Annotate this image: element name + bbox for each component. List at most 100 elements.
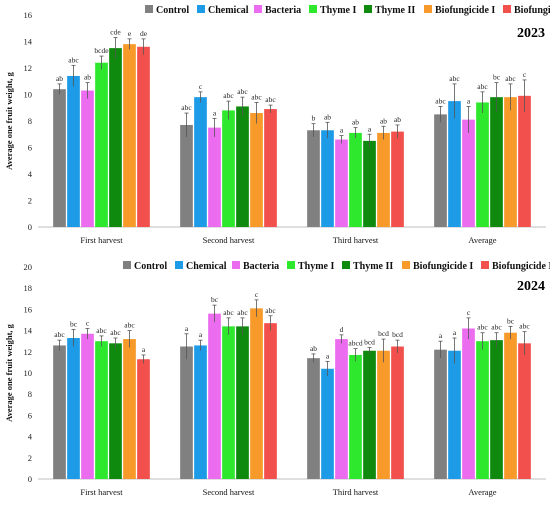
y-tick-label: 6 (28, 410, 32, 420)
legend-swatch (503, 5, 511, 13)
significance-label: abc (435, 96, 446, 105)
y-tick-label: 10 (24, 90, 33, 100)
significance-label: abc (96, 326, 107, 335)
significance-label: a (185, 324, 189, 333)
x-category-label: Average (468, 487, 496, 497)
legend-swatch (402, 261, 410, 269)
y-tick-label: 12 (24, 347, 33, 357)
significance-label: a (142, 345, 146, 354)
bar (236, 106, 249, 227)
significance-label: bc (70, 320, 78, 329)
bar (180, 346, 193, 479)
bar (307, 130, 320, 227)
bar (194, 345, 207, 479)
bar (222, 326, 235, 479)
bar (208, 313, 221, 479)
x-category-label: Second harvest (203, 235, 255, 245)
legend-label: Thyme II (375, 5, 415, 16)
bar (462, 119, 475, 227)
bar (335, 339, 348, 479)
x-category-label: Third harvest (333, 235, 379, 245)
legend-swatch (197, 5, 205, 13)
bar (67, 75, 80, 227)
significance-label: abc (124, 321, 135, 330)
bar (95, 341, 108, 479)
significance-label: ab (394, 115, 401, 124)
bar (504, 332, 517, 479)
legend-swatch (254, 5, 262, 13)
significance-label: a (340, 126, 344, 135)
y-tick-label: 2 (28, 196, 32, 206)
bar (434, 349, 447, 479)
x-category-label: Average (468, 235, 496, 245)
bar (391, 131, 404, 227)
significance-label: bcd (364, 338, 375, 347)
bar (448, 350, 461, 479)
bar (264, 323, 277, 479)
significance-label: abc (181, 103, 192, 112)
significance-label: abc (265, 306, 276, 315)
y-tick-label: 14 (24, 37, 33, 47)
significance-label: a (326, 351, 330, 360)
significance-label: abc (237, 87, 248, 96)
legend-label: Thyme I (298, 261, 335, 272)
legend-label: Thyme II (353, 261, 393, 272)
y-tick-label: 14 (24, 326, 33, 336)
significance-label: a (453, 328, 457, 337)
bar (194, 97, 207, 228)
bar (476, 102, 489, 227)
y-tick-label: 2 (28, 453, 32, 463)
significance-label: bc (507, 316, 515, 325)
bar (335, 139, 348, 227)
bar (349, 354, 362, 479)
bar (250, 113, 263, 227)
significance-label: abc (477, 82, 488, 91)
legend-swatch (232, 261, 240, 269)
significance-label: abc (477, 323, 488, 332)
y-tick-label: 10 (24, 368, 33, 378)
bar (67, 338, 80, 479)
significance-label: bcd (378, 329, 389, 338)
significance-label: e (128, 29, 132, 38)
significance-label: bcde (94, 46, 109, 55)
y-axis-label: Average one fruit weight, g (4, 71, 14, 170)
bar (307, 358, 320, 479)
significance-label: ab (56, 74, 63, 83)
bar (123, 44, 136, 228)
significance-label: ab (84, 73, 91, 82)
legend-swatch (175, 261, 183, 269)
legend-swatch (123, 261, 131, 269)
bar (321, 130, 334, 227)
legend-label: Bacteria (243, 261, 279, 272)
x-category-label: Third harvest (333, 487, 379, 497)
significance-label: d (340, 325, 344, 334)
y-tick-label: 4 (28, 169, 33, 179)
legend-label: Chemical (208, 5, 249, 16)
significance-label: bc (493, 73, 501, 82)
y-tick-label: 8 (28, 389, 32, 399)
y-tick-label: 6 (28, 143, 32, 153)
y-tick-label: 20 (24, 262, 33, 272)
legend-label: Bacteria (265, 5, 301, 16)
bar (434, 114, 447, 227)
significance-label: abc (505, 74, 516, 83)
bar (264, 109, 277, 227)
legend-label: Biofungicide I (435, 5, 495, 16)
significance-label: a (199, 330, 203, 339)
bar (349, 132, 362, 227)
x-category-label: Second harvest (203, 487, 255, 497)
significance-label: c (255, 290, 259, 299)
legend-label: Biofungicide II (514, 5, 550, 16)
y-axis-label: Average one fruit weight, g (4, 323, 14, 422)
chart-title: 2023 (517, 26, 545, 41)
legend-label: Thyme I (320, 5, 357, 16)
significance-label: abc (449, 74, 460, 83)
bar (208, 127, 221, 227)
y-tick-label: 12 (24, 63, 33, 73)
x-category-label: First harvest (80, 487, 123, 497)
bar (236, 326, 249, 479)
significance-label: abc (519, 322, 530, 331)
bar (137, 46, 150, 227)
bar (109, 343, 122, 479)
